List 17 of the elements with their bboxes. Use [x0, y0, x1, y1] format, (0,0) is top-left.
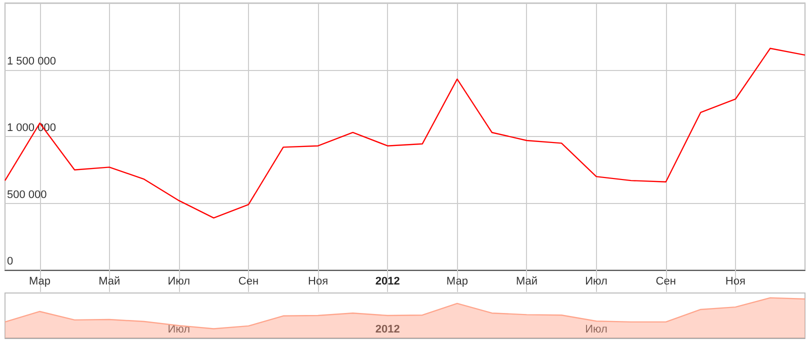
- x-tick-label: Мар: [29, 276, 51, 288]
- x-tick-label: Июл: [585, 324, 608, 336]
- x-tick-label: Май: [98, 276, 120, 288]
- x-tick-label: Ноя: [308, 276, 328, 288]
- x-tick-label: Сен: [238, 276, 259, 288]
- x-tick-label: 2012: [375, 276, 400, 288]
- x-tick-label: Июл: [168, 324, 190, 336]
- y-tick-label: 1 500 000: [7, 55, 56, 68]
- x-tick-label: 2012: [375, 324, 400, 336]
- x-tick-label: Июл: [585, 276, 608, 288]
- y-tick-label: 500 000: [7, 188, 47, 201]
- x-tick-label: Июл: [168, 276, 190, 288]
- x-tick-label: Ноя: [725, 276, 746, 288]
- y-tick-label: 0: [7, 256, 14, 268]
- x-tick-label: Май: [516, 276, 538, 288]
- x-tick-label: Мар: [446, 276, 468, 288]
- x-tick-label: Сен: [656, 276, 676, 288]
